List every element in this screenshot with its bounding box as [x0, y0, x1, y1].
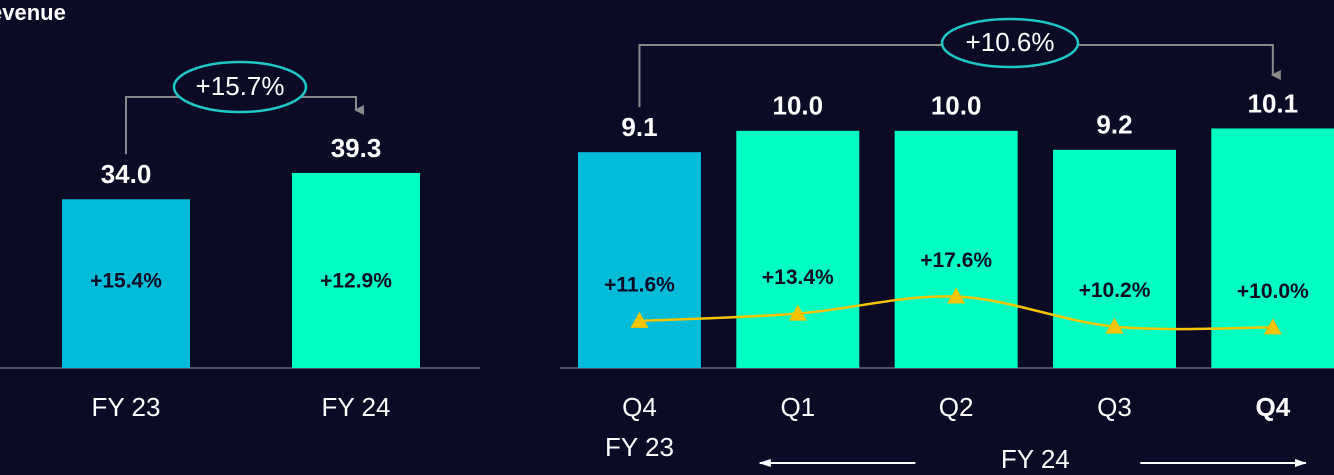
x-tick-label: Q2 — [939, 392, 974, 422]
value-label: 34.0 — [101, 159, 152, 189]
value-label: 10.0 — [773, 91, 824, 121]
line-marker — [788, 304, 807, 321]
bar — [894, 130, 1018, 368]
annotation: +10.6% — [966, 27, 1055, 57]
line-value-label: +13.4% — [762, 266, 834, 289]
x-tick-label: FY 23 — [92, 392, 161, 422]
bar — [736, 130, 860, 368]
group-label: FY 24 — [1001, 444, 1070, 474]
group-label: FY 23 — [605, 432, 674, 462]
line-marker — [1263, 318, 1282, 335]
value-label: 9.1 — [621, 112, 657, 142]
value-label: 39.3 — [331, 133, 382, 163]
bar — [1052, 149, 1176, 368]
bar — [292, 172, 420, 368]
line-value-label: +11.6% — [604, 273, 675, 296]
annotation-ellipse — [172, 60, 308, 114]
bar — [577, 152, 701, 368]
line-marker — [630, 311, 649, 328]
x-tick-label: Q3 — [1097, 392, 1132, 422]
value-label: 10.1 — [1248, 88, 1299, 118]
x-tick-label: Q4 — [1255, 392, 1290, 422]
line-marker — [947, 287, 966, 304]
line-value-label: +10.0% — [1237, 280, 1309, 303]
chart-title: evenue — [0, 0, 66, 25]
inner-label: +15.4% — [90, 270, 162, 293]
line-marker — [1105, 317, 1124, 334]
annotation: +15.7% — [196, 71, 285, 101]
line-value-label: +17.6% — [920, 249, 992, 272]
x-tick-label: Q4 — [622, 392, 657, 422]
x-tick-label: FY 24 — [322, 392, 391, 422]
inner-label: +12.9% — [320, 270, 392, 293]
x-tick-label: Q1 — [780, 392, 815, 422]
annotation-ellipse — [940, 17, 1080, 69]
line-value-label: +10.2% — [1079, 279, 1151, 302]
bar — [62, 199, 190, 368]
value-label: 10.0 — [931, 91, 982, 121]
value-label: 9.2 — [1096, 110, 1132, 140]
